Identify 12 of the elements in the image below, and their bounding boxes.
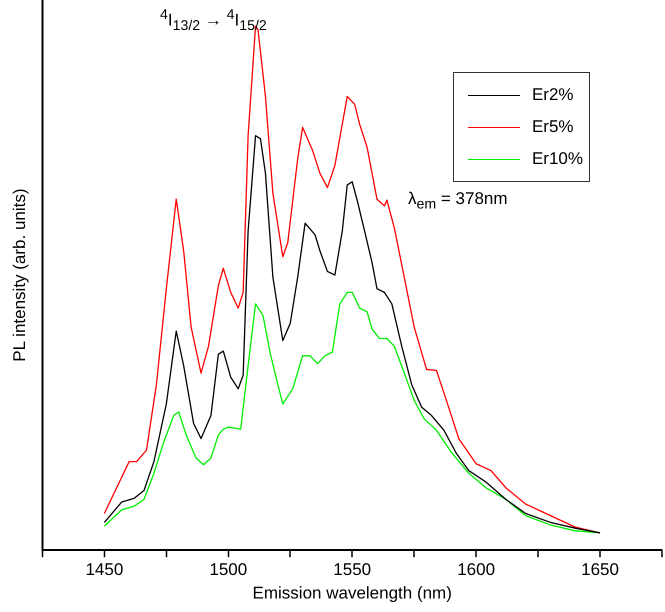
x-tick-label: 1450 — [85, 560, 124, 580]
legend-label: Er10% — [532, 149, 583, 169]
x-tick-label: 1650 — [581, 560, 619, 580]
x-tick-label: 1600 — [457, 560, 496, 580]
annotation: λ$_{em}$ = 378nm — [408, 189, 508, 212]
annotation: $^{4}$I$_{13/2}$ → $^{4}$I$_{15/2}$ — [160, 7, 267, 34]
x-tick-label: 1550 — [333, 560, 372, 580]
x-axis-title: Emission wavelength (nm) — [252, 583, 452, 602]
y-axis-title: PL intensity (arb. units) — [10, 188, 29, 362]
legend-label: Er5% — [532, 117, 574, 137]
x-tick-label: 1500 — [209, 560, 248, 580]
legend-label: Er2% — [532, 85, 574, 105]
